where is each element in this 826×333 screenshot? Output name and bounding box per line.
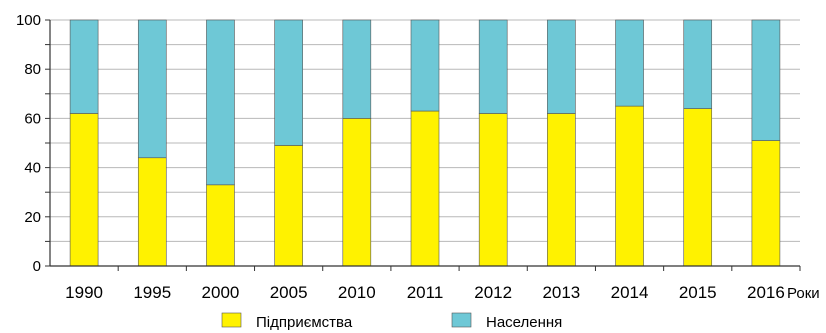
x-tick-label: 2005 xyxy=(270,283,308,302)
y-tick-labels: 0 20 40 60 80 100 xyxy=(16,12,41,275)
bar-segment xyxy=(137,19,167,159)
bar-segment xyxy=(137,157,167,267)
x-tick-label: 2010 xyxy=(338,283,376,302)
bar-segment xyxy=(751,140,781,267)
bar-segment xyxy=(615,19,644,107)
bar-segment xyxy=(69,19,99,114)
bar-segment xyxy=(274,19,303,146)
x-tick-label: 2012 xyxy=(474,283,512,302)
y-tick-label: 100 xyxy=(16,12,41,29)
legend-swatch xyxy=(451,312,472,328)
bar-segment xyxy=(683,19,713,109)
legend: Підприємства Населення xyxy=(221,312,562,331)
x-tick-labels: 1990 1995 2000 2005 2010 2011 2012 2013 2014 2015… xyxy=(65,266,801,302)
legend-item: Населення xyxy=(451,312,562,331)
axes xyxy=(49,20,800,267)
bar-segment xyxy=(615,105,644,267)
bar-segment xyxy=(206,184,235,267)
bar-segment xyxy=(547,19,576,114)
bar-segment xyxy=(342,118,372,267)
bar-segment xyxy=(342,19,372,119)
bar-segment xyxy=(547,113,576,267)
legend-label: Населення xyxy=(486,314,562,331)
legend-swatch xyxy=(221,312,242,328)
bar-segment xyxy=(751,19,781,141)
bar-segment xyxy=(410,110,440,267)
bar-segment xyxy=(274,145,303,267)
bars xyxy=(69,19,781,267)
x-tick-label: 2000 xyxy=(202,283,240,302)
bar-segment xyxy=(410,19,440,112)
y-tick-label: 80 xyxy=(24,61,41,78)
x-axis-label: Роки xyxy=(787,285,820,302)
x-tick-label: 2013 xyxy=(542,283,580,302)
bar-segment xyxy=(683,108,713,267)
y-tick-label: 0 xyxy=(33,258,41,275)
legend-label: Підприємства xyxy=(256,314,353,331)
x-tick-label: 2015 xyxy=(679,283,717,302)
legend-item: Підприємства xyxy=(221,312,353,331)
bar-segment xyxy=(478,19,508,114)
bar-segment xyxy=(478,113,508,267)
y-tick-label: 40 xyxy=(24,160,41,177)
x-tick-label: 2011 xyxy=(407,283,444,302)
y-tick-label: 60 xyxy=(24,110,41,127)
x-tick-label: 1990 xyxy=(65,283,103,302)
x-tick-label: 1995 xyxy=(133,283,171,302)
x-tick-label: 2016 xyxy=(747,283,785,302)
x-tick-label: 2014 xyxy=(611,283,649,302)
y-tick-label: 20 xyxy=(24,209,41,226)
bar-segment xyxy=(69,113,99,267)
bar-segment xyxy=(206,19,235,186)
